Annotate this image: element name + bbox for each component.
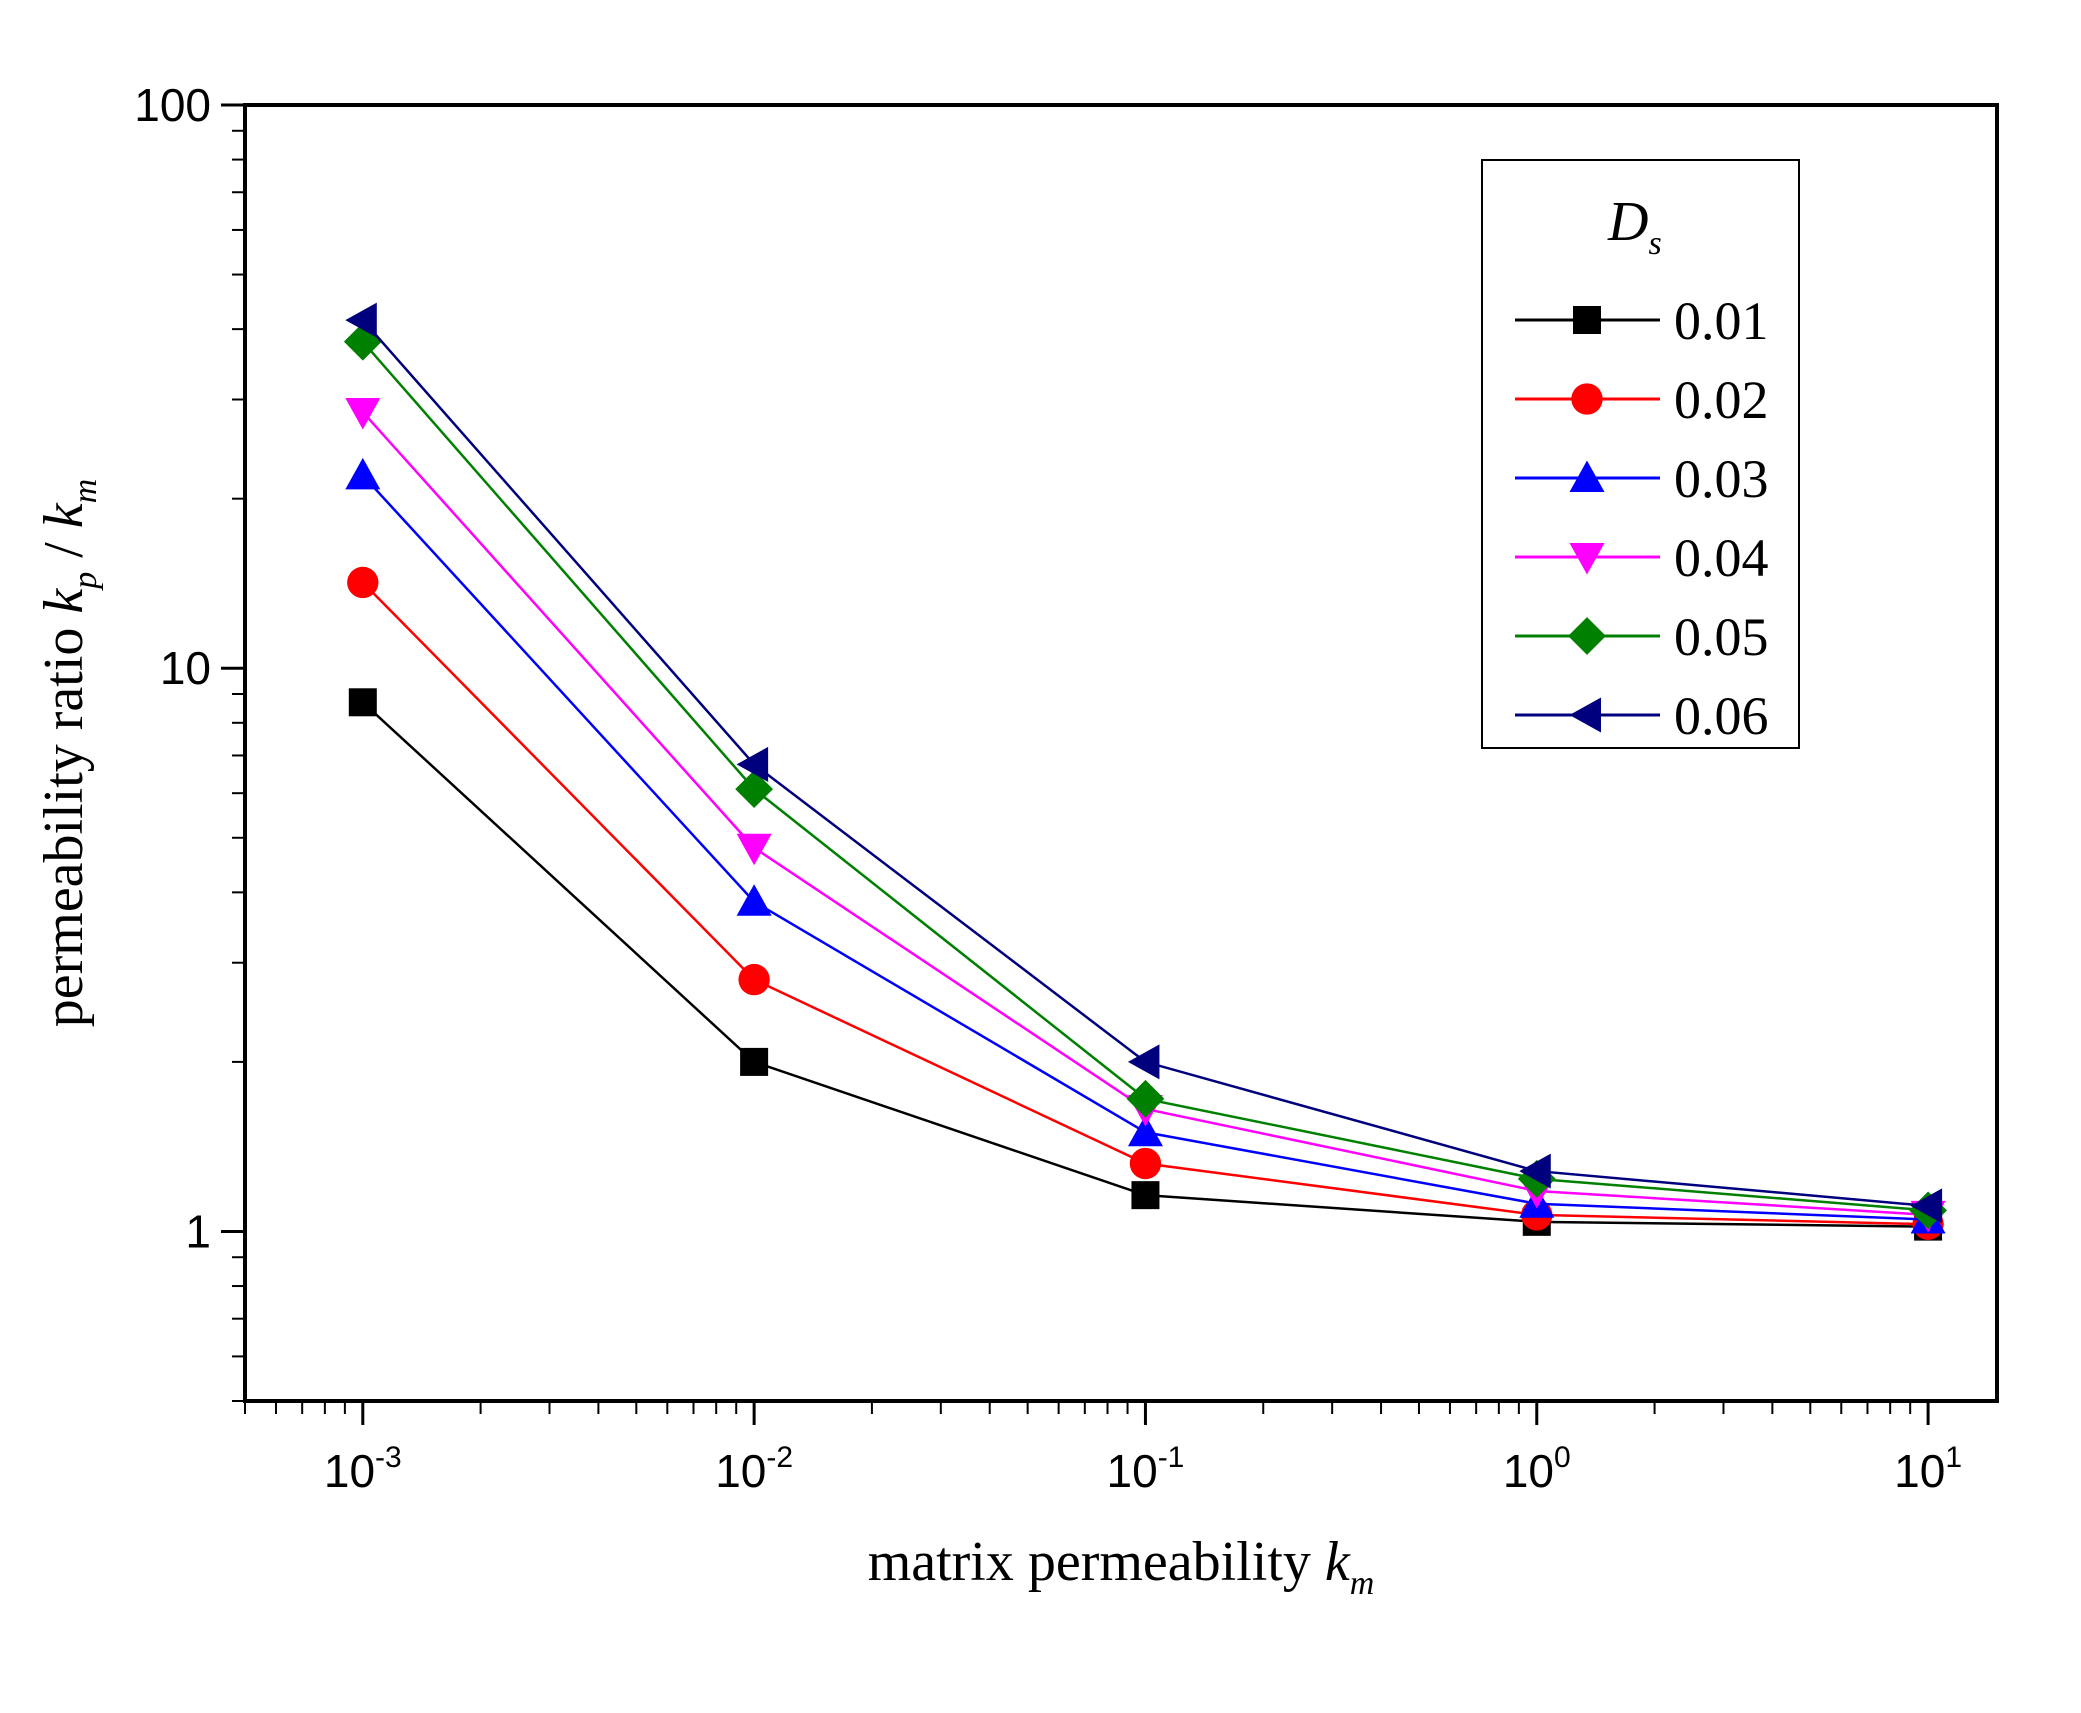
legend-label: 0.01	[1674, 291, 1769, 351]
y-tick-label: 10	[160, 642, 211, 694]
legend-item: 0.01	[1515, 291, 1769, 351]
y-axis-label: permeability ratio kp / km	[33, 479, 104, 1027]
data-point	[738, 963, 770, 996]
legend-box	[1481, 159, 1800, 749]
data-point	[1131, 1181, 1160, 1210]
x-tick-label: 10-2	[715, 1441, 793, 1497]
legend-marker	[1569, 460, 1605, 492]
x-tick-label: 10-1	[1107, 1441, 1185, 1497]
legend-item: 0.05	[1515, 607, 1769, 667]
legend-item: 0.06	[1515, 686, 1769, 746]
data-point	[736, 884, 772, 916]
y-tick-label: 100	[134, 79, 211, 131]
data-point	[1126, 1079, 1165, 1118]
legend-item: 0.02	[1515, 370, 1769, 430]
series-0.06	[345, 302, 1943, 1224]
legend: Ds 0.01 0.02 0.03 0.04 0.05 0.06	[1481, 159, 1800, 749]
x-tick-label: 100	[1503, 1441, 1571, 1497]
data-point	[1910, 1188, 1943, 1224]
legend-label: 0.05	[1674, 607, 1769, 667]
legend-label: 0.04	[1674, 528, 1769, 588]
data-point	[735, 770, 774, 809]
tick-labels: 10-3 10-2 10-1 100 101 1 10 100	[134, 79, 1962, 1497]
data-point	[345, 457, 381, 490]
legend-marker	[1569, 697, 1601, 733]
legend-marker	[1571, 383, 1603, 415]
data-point	[1519, 1153, 1551, 1189]
legend-marker	[1569, 543, 1605, 575]
series-layer	[343, 302, 1947, 1241]
legend-item: 0.04	[1515, 528, 1769, 588]
data-point	[1127, 1044, 1160, 1080]
data-point	[347, 566, 379, 599]
data-point	[343, 322, 382, 361]
legend-marker	[1568, 617, 1606, 655]
plot-frame	[243, 103, 1999, 1403]
data-point	[736, 833, 772, 866]
data-point	[736, 746, 769, 782]
axes-ticks	[221, 103, 1930, 1425]
data-point	[345, 398, 381, 430]
data-point	[348, 688, 377, 717]
legend-item: 0.03	[1515, 449, 1769, 509]
data-point	[1129, 1147, 1162, 1180]
series-0.03	[345, 457, 1946, 1234]
x-tick-label: 10-3	[324, 1441, 402, 1497]
legend-title: Ds	[1607, 191, 1662, 262]
legend-marker	[1573, 306, 1601, 334]
legend-label: 0.03	[1674, 449, 1769, 509]
y-tick-label: 1	[185, 1205, 211, 1257]
legend-label: 0.06	[1674, 686, 1769, 746]
series-0.05	[343, 322, 1947, 1230]
data-point	[345, 302, 377, 338]
data-point	[1127, 1114, 1163, 1147]
x-tick-label: 101	[1894, 1441, 1962, 1497]
legend-label: 0.02	[1674, 370, 1769, 430]
x-axis-label: matrix permeability km	[868, 1531, 1375, 1602]
data-point	[740, 1047, 769, 1076]
